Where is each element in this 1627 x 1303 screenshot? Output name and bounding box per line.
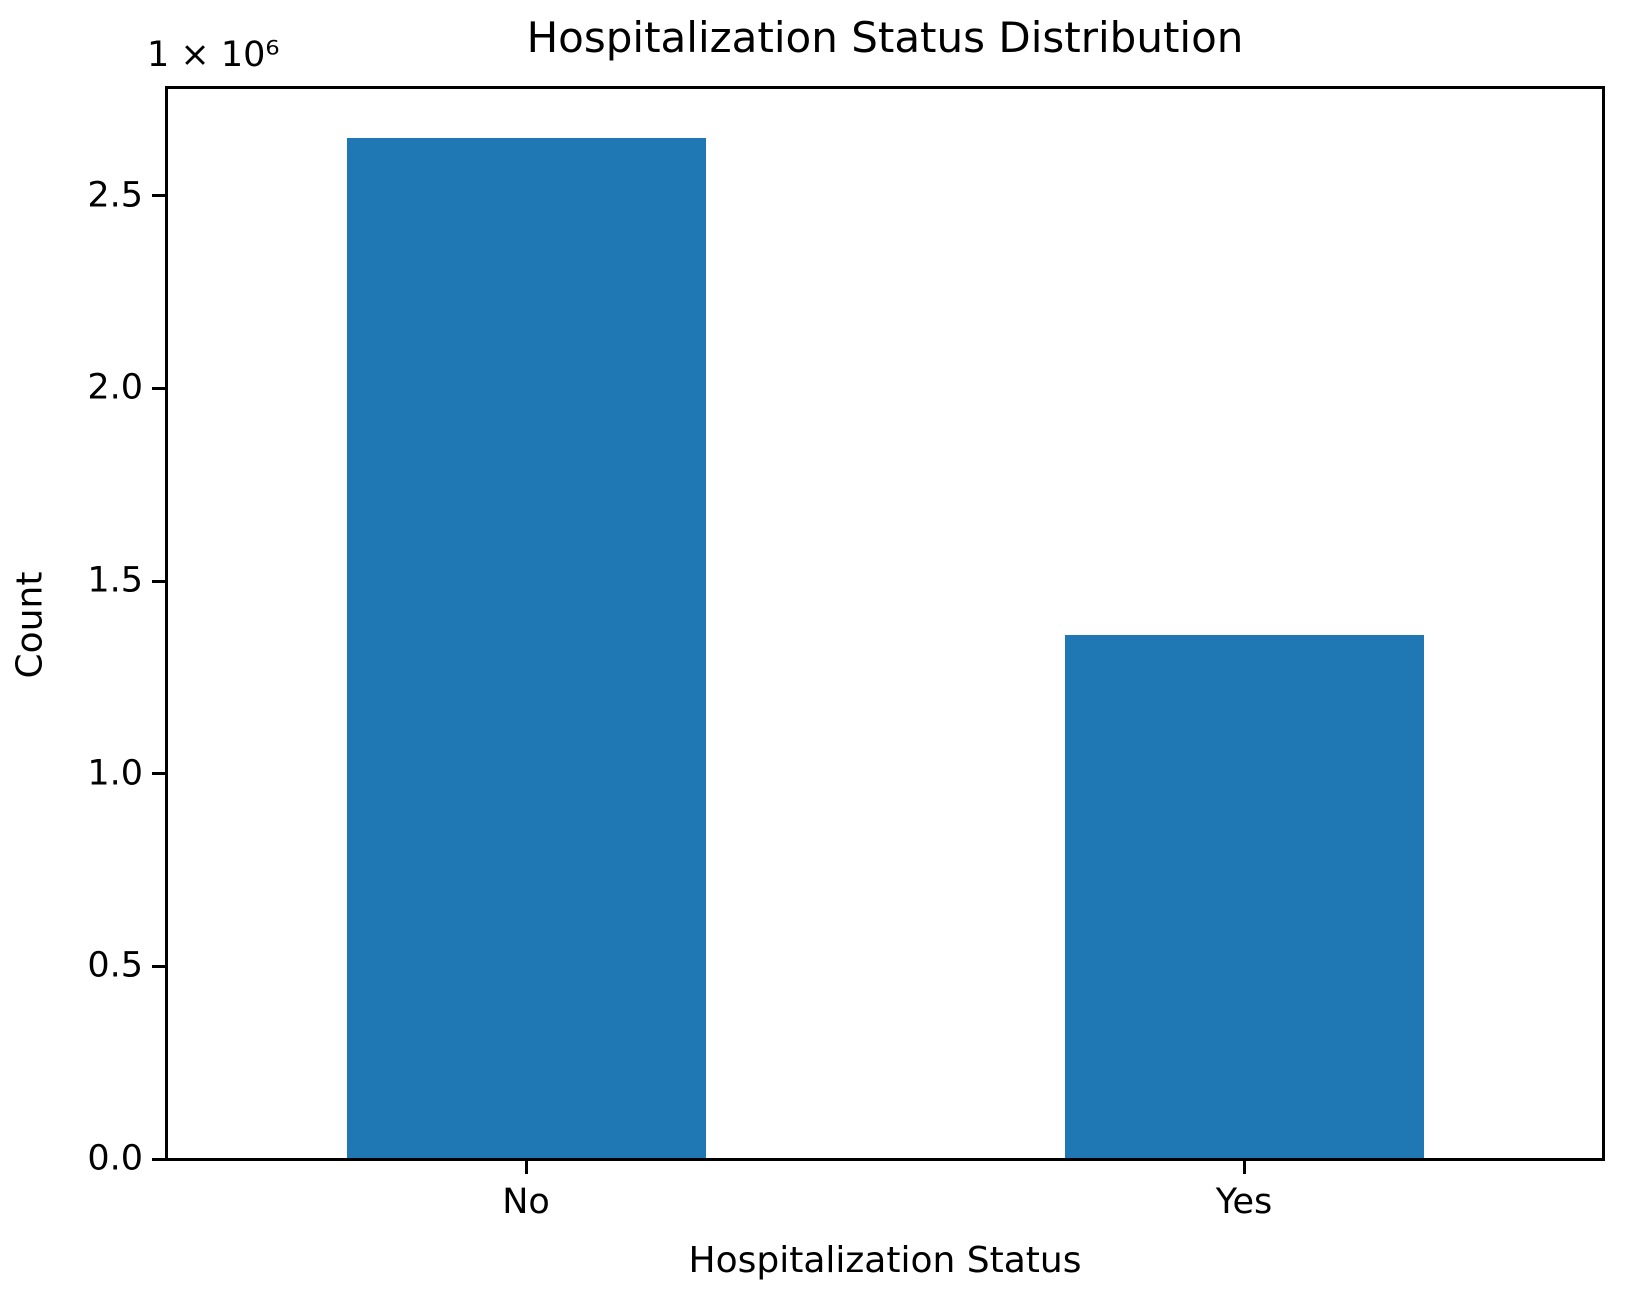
chart-title: Hospitalization Status Distribution bbox=[526, 13, 1244, 62]
y-tick-mark bbox=[152, 386, 167, 390]
y-tick-mark bbox=[152, 772, 167, 776]
y-tick-label: 2.5 bbox=[87, 175, 143, 216]
bar-yes bbox=[1064, 635, 1424, 1159]
x-tick-label-yes: Yes bbox=[1215, 1182, 1273, 1222]
x-tick-mark bbox=[524, 1159, 528, 1174]
x-tick-mark bbox=[1242, 1159, 1246, 1174]
x-tick-label-no: No bbox=[502, 1182, 550, 1222]
y-tick-label: 0.5 bbox=[87, 945, 143, 986]
y-tick-label: 0.0 bbox=[87, 1138, 143, 1179]
x-axis-label: Hospitalization Status bbox=[688, 1240, 1082, 1281]
y-tick-mark bbox=[152, 194, 167, 198]
y-tick-mark bbox=[152, 964, 167, 968]
bar-no bbox=[346, 138, 706, 1159]
y-axis-offset-text: 1 × 10⁶ bbox=[147, 35, 280, 75]
y-tick-label: 1.0 bbox=[87, 753, 143, 794]
y-tick-label: 1.5 bbox=[87, 560, 143, 601]
y-tick-mark bbox=[152, 579, 167, 583]
y-tick-label: 2.0 bbox=[87, 367, 143, 408]
y-tick-mark bbox=[152, 1157, 167, 1161]
